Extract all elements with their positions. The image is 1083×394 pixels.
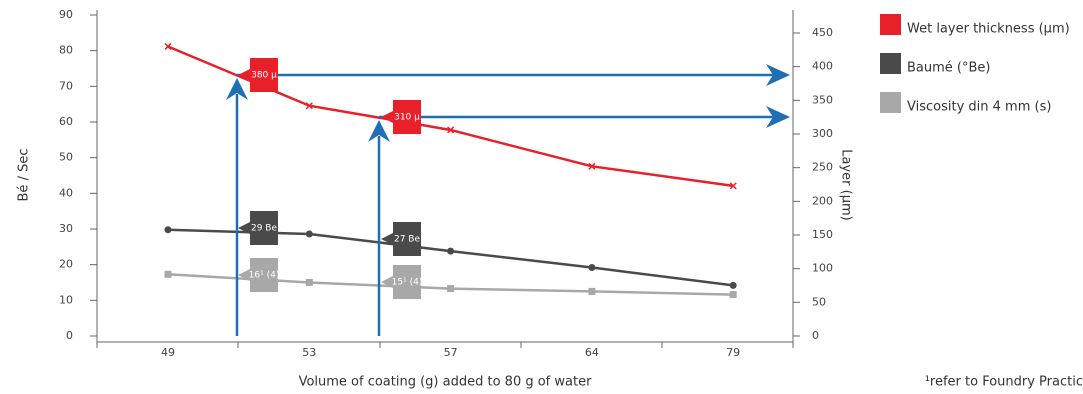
y-tick-label: 40 bbox=[59, 186, 73, 199]
annotation-label: 29 Be bbox=[251, 224, 277, 234]
y-tick-label: 60 bbox=[59, 115, 73, 128]
y2-tick-label: 100 bbox=[812, 262, 833, 275]
legend-label: Viscosity din 4 mm (s) bbox=[907, 100, 1051, 115]
annotation-box bbox=[238, 211, 278, 245]
marker bbox=[164, 42, 172, 50]
legend-label: Baumé (°Be) bbox=[907, 61, 990, 76]
y-tick-label: 30 bbox=[59, 222, 73, 235]
annotation-box bbox=[381, 100, 421, 134]
annotation-box bbox=[381, 222, 421, 256]
marker bbox=[729, 291, 737, 299]
annotation-label: 27 Be bbox=[394, 235, 420, 245]
y2-tick-label: 0 bbox=[812, 329, 819, 342]
marker bbox=[305, 230, 313, 238]
y-tick-label: 20 bbox=[59, 258, 73, 271]
marker bbox=[305, 102, 313, 110]
footnote: ¹refer to Foundry Practic bbox=[925, 375, 1083, 390]
marker bbox=[588, 264, 596, 272]
y2-tick-label: 350 bbox=[812, 93, 833, 106]
marker bbox=[164, 270, 172, 278]
annotation-label: 380 µ bbox=[251, 71, 277, 81]
annotation-label: 15¹ (4) bbox=[392, 278, 423, 288]
marker bbox=[588, 162, 596, 170]
annotation-box bbox=[238, 58, 278, 92]
legend-swatch bbox=[880, 14, 901, 35]
y-tick-label: 10 bbox=[59, 293, 73, 306]
arrow-head bbox=[766, 106, 790, 128]
x-tick-label: 57 bbox=[444, 346, 458, 359]
legend-swatch bbox=[880, 92, 901, 113]
legend-swatch bbox=[880, 53, 901, 74]
marker bbox=[164, 226, 172, 234]
annotation-label: 310 µ bbox=[394, 113, 420, 123]
y2-axis-label: Layer (µm) bbox=[839, 149, 854, 220]
y2-tick-label: 300 bbox=[812, 127, 833, 140]
arrow-head bbox=[226, 78, 248, 100]
y2-tick-label: 50 bbox=[812, 295, 826, 308]
y-tick-label: 0 bbox=[66, 329, 73, 342]
arrow-head bbox=[368, 120, 390, 142]
arrow-head bbox=[766, 64, 790, 86]
y2-tick-label: 400 bbox=[812, 60, 833, 73]
y-tick-label: 90 bbox=[59, 8, 73, 21]
y2-tick-label: 450 bbox=[812, 26, 833, 39]
x-tick-label: 49 bbox=[161, 346, 175, 359]
legend-label: Wet layer thickness (µm) bbox=[907, 22, 1070, 37]
y-tick-label: 80 bbox=[59, 44, 73, 57]
marker bbox=[447, 247, 455, 255]
marker bbox=[447, 126, 455, 134]
marker bbox=[305, 279, 313, 286]
y-axis-label: Bé / Sec bbox=[17, 149, 32, 202]
annotation-label: 16¹ (4) bbox=[249, 271, 280, 281]
annotation-box bbox=[381, 265, 421, 299]
marker bbox=[729, 182, 737, 190]
annotation-box bbox=[238, 258, 278, 292]
y2-tick-label: 200 bbox=[812, 194, 833, 207]
y-tick-label: 50 bbox=[59, 151, 73, 164]
y2-tick-label: 250 bbox=[812, 161, 833, 174]
y-tick-label: 70 bbox=[59, 79, 73, 92]
x-tick-label: 53 bbox=[302, 346, 316, 359]
x-tick-label: 64 bbox=[585, 346, 599, 359]
marker bbox=[447, 285, 455, 293]
y2-tick-label: 150 bbox=[812, 228, 833, 241]
marker bbox=[729, 281, 737, 289]
marker bbox=[588, 287, 596, 295]
x-tick-label: 79 bbox=[726, 346, 740, 359]
x-axis-label: Volume of coating (g) added to 80 g of w… bbox=[299, 375, 593, 390]
